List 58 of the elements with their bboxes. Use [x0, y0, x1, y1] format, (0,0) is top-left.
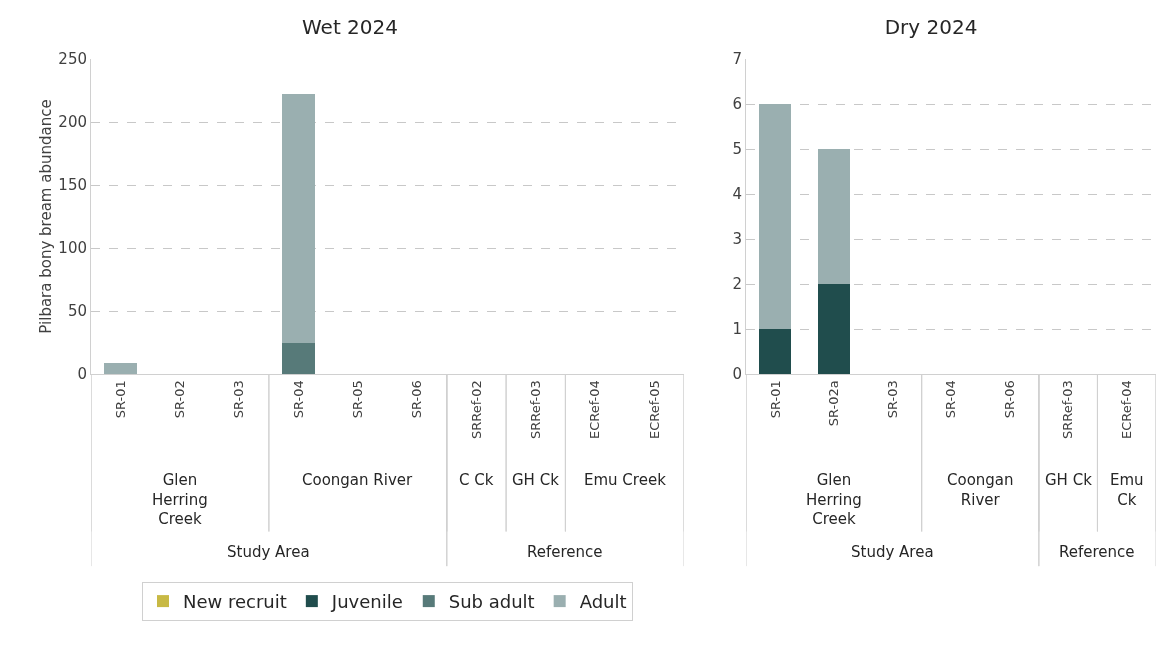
- x-tick-label: ECRef-04: [1118, 380, 1134, 440]
- y-tick-label: 1: [732, 320, 742, 339]
- text: Reference: [527, 543, 603, 561]
- x-tick-label: SR-04: [290, 380, 306, 419]
- y-tick-label: 2: [732, 275, 742, 294]
- bar: [817, 149, 850, 284]
- text: Study Area: [851, 543, 934, 561]
- bar: [104, 362, 137, 374]
- text: Coongan River: [302, 471, 414, 489]
- y-tick-label: 4: [732, 185, 742, 204]
- text: Reference: [1059, 543, 1135, 561]
- text: GH Ck: [1045, 471, 1093, 489]
- x-tick-label: SRRef-03: [527, 380, 543, 440]
- x-tick-label: SR-01: [767, 380, 783, 419]
- y-tick-label: 0: [77, 365, 87, 384]
- chart-title: Dry 2024: [884, 15, 978, 40]
- bar: [759, 329, 792, 374]
- legend-label: Juvenile: [330, 591, 403, 613]
- x-tick-label: SR-03: [231, 380, 247, 419]
- text: Study Area: [227, 543, 310, 561]
- text: Emu Ck: [1110, 471, 1144, 509]
- bar: [282, 342, 315, 374]
- y-tick-label: 100: [58, 239, 87, 258]
- y-tick-label: 150: [58, 176, 87, 195]
- y-axis-title: Pilbara bony bream abundance: [37, 99, 55, 334]
- y-tick-label: 7: [732, 50, 742, 69]
- text: GH Ck: [512, 471, 560, 489]
- chart-title: Wet 2024: [301, 15, 399, 40]
- y-tick-label: 5: [732, 140, 742, 159]
- y-tick-label: 50: [67, 302, 87, 321]
- x-tick-label: ECRef-05: [646, 380, 662, 440]
- x-tick-label: SR-06: [1001, 380, 1017, 419]
- legend-label: Sub adult: [448, 591, 535, 613]
- x-tick-label: SR-03: [884, 380, 900, 419]
- bar: [282, 94, 315, 343]
- y-tick-label: 250: [58, 50, 87, 69]
- text: Glen Herring Creek: [806, 471, 862, 528]
- x-tick-label: SR-01: [112, 380, 128, 419]
- x-tick-label: SRRef-03: [1060, 380, 1076, 440]
- x-tick-label: SR-05: [350, 380, 366, 419]
- x-tick-label: ECRef-04: [587, 380, 603, 440]
- x-tick-label: SR-02: [172, 380, 188, 419]
- x-tick-label: SR-02a: [826, 380, 842, 427]
- y-tick-label: 3: [732, 230, 742, 249]
- x-tick-label: SR-06: [409, 380, 425, 419]
- bar: [759, 104, 792, 329]
- text: C Ck: [459, 471, 494, 489]
- text: Glen Herring Creek: [152, 471, 208, 528]
- y-tick-label: 0: [732, 365, 742, 384]
- text: Emu Creek: [584, 471, 667, 489]
- y-tick-label: 6: [732, 95, 742, 114]
- legend-label: Adult: [579, 591, 627, 613]
- x-tick-label: SRRef-02: [468, 380, 484, 440]
- text: Coongan River: [947, 471, 1014, 509]
- bar: [817, 284, 850, 374]
- y-tick-label: 200: [58, 113, 87, 132]
- legend-label: New recruit: [183, 591, 287, 613]
- x-tick-label: SR-04: [943, 380, 959, 419]
